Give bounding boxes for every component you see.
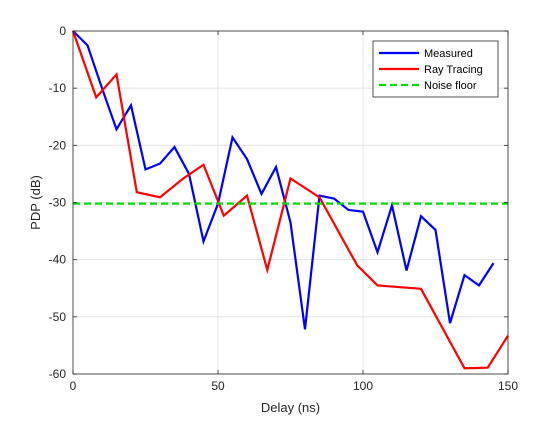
x-tick-label: 0 (70, 379, 77, 393)
y-tick-label: -30 (49, 196, 67, 210)
legend-entry-noise-floor: Noise floor (424, 80, 477, 92)
x-tick-label: 50 (211, 379, 225, 393)
y-tick-label: -50 (49, 310, 67, 324)
series-line-measured (72, 30, 495, 330)
ticks (72, 30, 509, 375)
y-tick-label: 0 (59, 24, 66, 38)
legend: Measured Ray Tracing Noise floor (372, 40, 499, 98)
y-tick-label: -10 (49, 81, 67, 95)
x-axis-label: Delay (ns) (261, 400, 320, 415)
series-line-ray-tracing (71, 30, 509, 370)
legend-entry-ray-tracing: Ray Tracing (424, 64, 483, 76)
tick-labels: 0 50 100 150 0 -10 -20 -30 -40 -50 -60 (49, 24, 519, 393)
y-axis-label: PDP (dB) (28, 175, 43, 230)
y-tick-label: -20 (49, 138, 67, 152)
legend-entry-measured: Measured (424, 48, 473, 60)
x-tick-label: 100 (353, 379, 373, 393)
x-tick-label: 150 (498, 379, 518, 393)
y-tick-label: -40 (49, 253, 67, 267)
y-tick-label: -60 (49, 367, 67, 381)
series-layer (71, 30, 509, 370)
